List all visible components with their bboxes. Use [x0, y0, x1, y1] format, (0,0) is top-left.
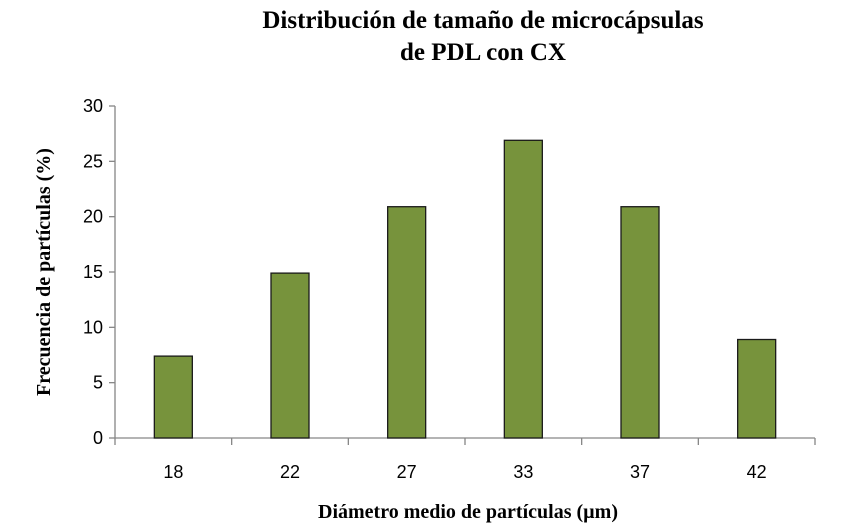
x-tick-label: 27 — [397, 462, 417, 482]
x-tick-label: 33 — [513, 462, 533, 482]
y-axis-label: Frecuencia de partículas (%) — [33, 148, 55, 396]
y-tick-label: 10 — [83, 317, 103, 337]
y-tick-label: 15 — [83, 262, 103, 282]
x-tick-label: 22 — [280, 462, 300, 482]
bar-42 — [737, 338, 777, 439]
bar-33 — [503, 139, 543, 439]
chart-title-line-1: Distribución de tamaño de microcápsulas — [262, 7, 703, 34]
y-tick-label: 30 — [83, 96, 103, 116]
y-tick-label: 5 — [93, 373, 103, 393]
x-tick-label: 42 — [747, 462, 767, 482]
chart-title-line-2: de PDL con CX — [400, 39, 566, 66]
bar-22 — [270, 272, 310, 439]
bar-37 — [620, 206, 660, 439]
bar-18 — [153, 355, 193, 439]
y-tick-label: 25 — [83, 151, 103, 171]
x-tick-label: 18 — [163, 462, 183, 482]
y-tick-label: 20 — [83, 207, 103, 227]
x-tick-label: 37 — [630, 462, 650, 482]
y-tick-label: 0 — [93, 428, 103, 448]
x-axis-label: Diámetro medio de partículas (µm) — [318, 501, 618, 523]
bar-27 — [387, 206, 427, 439]
